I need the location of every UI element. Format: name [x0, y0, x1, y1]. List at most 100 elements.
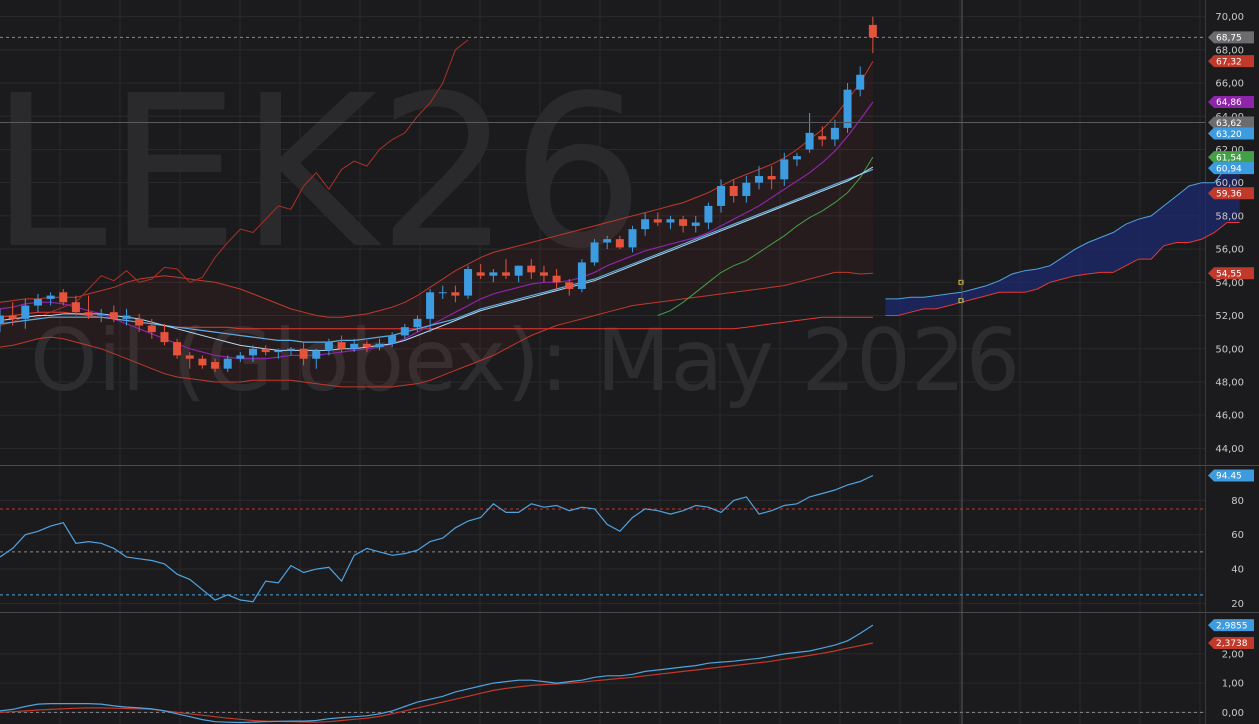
price-axis[interactable]: 44,00 46,00 48,00 50,00 52,00 54,00 56,00 58,00…: [1208, 12, 1254, 719]
value-tag-bg: [1208, 187, 1254, 200]
candle[interactable]: [792, 152, 801, 167]
candle[interactable]: [565, 279, 574, 296]
candle[interactable]: [856, 66, 865, 97]
candle[interactable]: [717, 179, 726, 213]
value-tag-bg: [1208, 636, 1254, 649]
candle[interactable]: [527, 259, 536, 279]
candle[interactable]: [400, 323, 409, 339]
candle[interactable]: [8, 302, 17, 326]
price-value-tag[interactable]: 63,20: [1208, 127, 1254, 140]
candle[interactable]: [755, 166, 763, 190]
candle[interactable]: [46, 292, 55, 306]
macd-value-tag[interactable]: 2,9855: [1208, 619, 1254, 631]
candle-body: [476, 272, 485, 276]
candle[interactable]: [211, 358, 220, 372]
candle[interactable]: [489, 269, 498, 283]
price-value-tag[interactable]: 68,75: [1208, 31, 1254, 44]
candle[interactable]: [350, 338, 359, 353]
price-value-tag[interactable]: 60,94: [1208, 162, 1254, 174]
candle[interactable]: [413, 315, 422, 333]
candle[interactable]: [502, 259, 510, 279]
macd-value-tag[interactable]: 2,3738: [1208, 636, 1254, 649]
candle[interactable]: [97, 308, 106, 323]
rsi-value-tag[interactable]: 94.45: [1208, 469, 1254, 482]
candle[interactable]: [84, 295, 93, 319]
axis-tick-label: 46,00: [1215, 411, 1244, 422]
candle[interactable]: [514, 265, 523, 283]
rsi-line: [0, 474, 874, 603]
candle-body: [742, 182, 751, 196]
candle-body: [818, 136, 827, 140]
candle[interactable]: [223, 355, 232, 372]
candle-body: [122, 315, 131, 319]
candle[interactable]: [641, 212, 650, 236]
candle[interactable]: [653, 212, 662, 226]
price-value-tag[interactable]: 61,54: [1208, 151, 1254, 163]
price-value-tag[interactable]: 54,55: [1208, 267, 1254, 279]
candle-body: [464, 269, 473, 296]
candle[interactable]: [299, 342, 308, 366]
candle-body: [868, 24, 877, 38]
candle[interactable]: [185, 352, 194, 369]
candle[interactable]: [160, 323, 169, 346]
candle[interactable]: [426, 288, 435, 333]
candle[interactable]: [71, 295, 80, 316]
candle[interactable]: [286, 347, 295, 356]
price-value-tag[interactable]: 64,86: [1208, 95, 1254, 108]
candle[interactable]: [539, 265, 548, 283]
price-value-tag[interactable]: 67,32: [1208, 55, 1254, 67]
candle[interactable]: [767, 166, 776, 190]
candle[interactable]: [337, 335, 346, 353]
candle[interactable]: [577, 259, 586, 293]
candle[interactable]: [868, 16, 877, 54]
candle[interactable]: [464, 265, 473, 299]
candle[interactable]: [742, 176, 751, 203]
candle[interactable]: [261, 345, 270, 356]
axis-tick-label: 1,00: [1222, 679, 1244, 690]
price-value-tag[interactable]: 63,62: [1208, 116, 1254, 129]
candle[interactable]: [375, 338, 384, 351]
candle[interactable]: [805, 112, 814, 153]
candle[interactable]: [0, 308, 4, 333]
candle[interactable]: [59, 288, 68, 306]
candle[interactable]: [135, 313, 144, 333]
candle[interactable]: [438, 285, 447, 299]
candle[interactable]: [236, 352, 245, 363]
candle[interactable]: [603, 235, 612, 250]
candle[interactable]: [729, 179, 738, 203]
candle[interactable]: [476, 264, 485, 279]
candle[interactable]: [691, 215, 700, 233]
candle[interactable]: [451, 285, 460, 303]
candle[interactable]: [324, 338, 333, 356]
candle[interactable]: [33, 293, 42, 313]
macd-panel[interactable]: [0, 624, 1205, 724]
candle[interactable]: [704, 202, 713, 230]
candle[interactable]: [312, 348, 321, 369]
candle[interactable]: [590, 239, 599, 266]
price-panel[interactable]: [0, 16, 1241, 388]
candle[interactable]: [615, 235, 624, 250]
candle[interactable]: [109, 305, 118, 323]
candle[interactable]: [388, 332, 397, 348]
candle[interactable]: [362, 340, 371, 353]
candle[interactable]: [843, 83, 852, 133]
candle[interactable]: [679, 215, 688, 233]
candle[interactable]: [628, 225, 637, 253]
candle[interactable]: [122, 308, 131, 326]
candle[interactable]: [147, 318, 156, 339]
price-value-tag[interactable]: 59,36: [1208, 187, 1254, 200]
candle[interactable]: [21, 298, 30, 329]
rsi-panel[interactable]: [0, 474, 1205, 603]
candle[interactable]: [198, 355, 207, 369]
candle[interactable]: [830, 119, 839, 147]
candle-body: [704, 205, 713, 223]
candle[interactable]: [780, 152, 789, 186]
candle-body: [8, 315, 17, 319]
candle[interactable]: [274, 348, 283, 359]
candle[interactable]: [249, 345, 257, 363]
candle[interactable]: [173, 338, 182, 359]
candle[interactable]: [818, 126, 827, 147]
candle[interactable]: [552, 269, 561, 289]
candle[interactable]: [666, 215, 675, 230]
